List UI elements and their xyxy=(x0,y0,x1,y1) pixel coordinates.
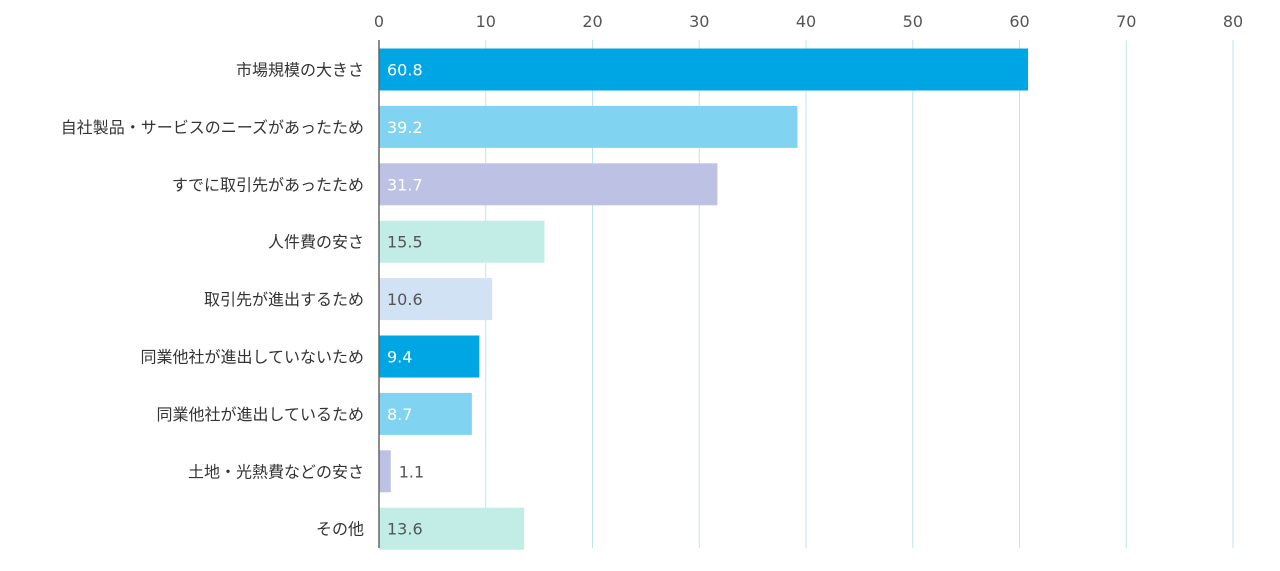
x-tick-label-10: 10 xyxy=(476,12,496,31)
category-label-0: 市場規模の大きさ xyxy=(236,61,364,80)
x-tick-label-20: 20 xyxy=(582,12,602,31)
x-tick-label-50: 50 xyxy=(903,12,923,31)
x-tick-label-60: 60 xyxy=(1009,12,1029,31)
value-label-2: 31.7 xyxy=(387,175,423,194)
category-label-1: 自社製品・サービスのニーズがあったため xyxy=(61,118,364,137)
value-label-8: 13.6 xyxy=(387,520,423,539)
x-tick-label-40: 40 xyxy=(796,12,816,31)
value-label-0: 60.8 xyxy=(387,61,423,80)
x-tick-label-0: 0 xyxy=(374,12,384,31)
x-tick-label-70: 70 xyxy=(1116,12,1136,31)
category-labels: 市場規模の大きさ自社製品・サービスのニーズがあったためすでに取引先があったため人… xyxy=(61,61,364,539)
bar-5 xyxy=(379,335,480,378)
x-axis-ticks: 0 10 20 30 40 50 60 70 80 xyxy=(374,12,1243,31)
bar-3 xyxy=(379,220,545,263)
bar-1 xyxy=(379,105,798,148)
bar-6 xyxy=(379,392,472,435)
value-label-5: 9.4 xyxy=(387,348,412,367)
value-label-3: 15.5 xyxy=(387,233,423,252)
bars: 60.8 39.2 31.7 15.5 10.6 9.4 8.7 1.1 13.6 xyxy=(379,48,1029,550)
category-label-6: 同業他社が進出しているため xyxy=(156,405,364,424)
category-label-7: 土地・光熱費などの安さ xyxy=(188,462,364,481)
x-tick-label-80: 80 xyxy=(1223,12,1243,31)
category-label-2: すでに取引先があったため xyxy=(172,175,364,194)
value-label-1: 39.2 xyxy=(387,118,423,137)
value-label-7: 1.1 xyxy=(399,462,424,481)
category-label-5: 同業他社が進出していないため xyxy=(140,348,364,367)
category-label-8: その他 xyxy=(316,520,364,539)
value-label-6: 8.7 xyxy=(387,405,412,424)
category-label-3: 人件費の安さ xyxy=(268,233,364,252)
bar-8 xyxy=(379,507,525,550)
x-tick-label-30: 30 xyxy=(689,12,709,31)
bar-0 xyxy=(379,48,1029,91)
bar-2 xyxy=(379,163,718,206)
category-label-4: 取引先が進出するため xyxy=(204,290,364,309)
value-label-4: 10.6 xyxy=(387,290,423,309)
bar-4 xyxy=(379,278,493,321)
bar-7 xyxy=(379,450,391,493)
